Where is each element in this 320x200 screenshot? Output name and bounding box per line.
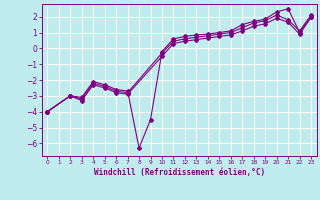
X-axis label: Windchill (Refroidissement éolien,°C): Windchill (Refroidissement éolien,°C) bbox=[94, 168, 265, 177]
